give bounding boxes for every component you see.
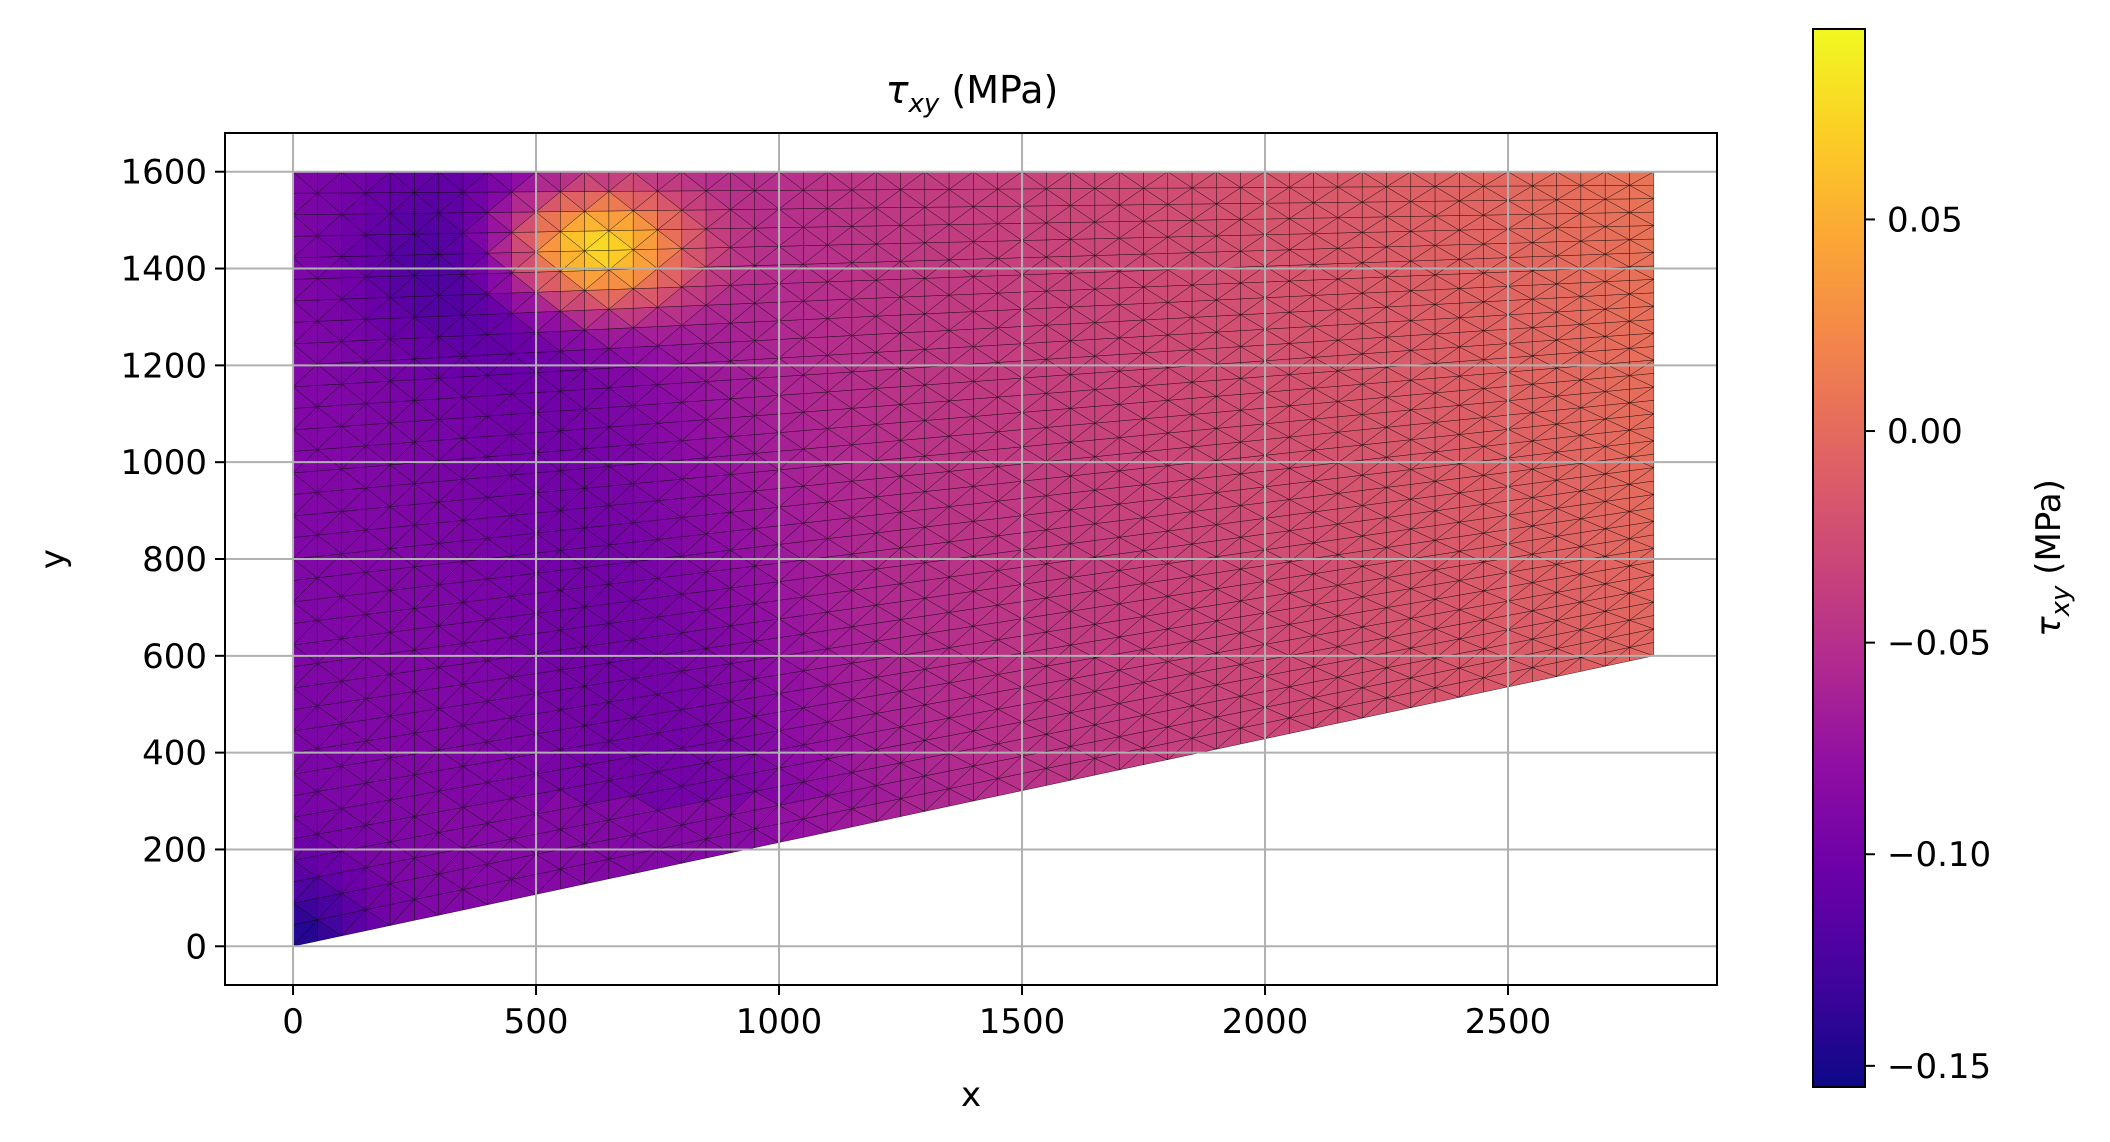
y-tick-label: 400	[142, 734, 207, 774]
y-tick-label: 600	[142, 637, 207, 677]
x-tick-label: 500	[504, 1002, 569, 1042]
triangular-mesh	[292, 171, 1655, 947]
colorbar-tick-label: 0.00	[1887, 412, 1963, 452]
y-tick-label: 1600	[120, 153, 207, 193]
title-symbol: τ	[886, 68, 910, 112]
y-tick-label: 1400	[120, 250, 207, 290]
x-tick-label: 2500	[1465, 1002, 1552, 1042]
x-tick-label: 1500	[979, 1002, 1066, 1042]
grid-lines	[225, 133, 1717, 985]
chart-title: τxy (MPa)	[886, 68, 1059, 119]
y-axis-label: y	[33, 549, 73, 569]
y-tick-label: 1000	[120, 443, 207, 483]
x-axis-ticks: 0 500 1000 1500 2000 2500	[282, 985, 1551, 1042]
colorbar-label-symbol: τ	[2029, 616, 2069, 637]
x-tick-label: 0	[282, 1002, 304, 1042]
title-suffix: (MPa)	[939, 68, 1058, 112]
colorbar-label-suffix: (MPa)	[2029, 479, 2069, 585]
y-tick-label: 200	[142, 830, 207, 870]
title-subscript: xy	[908, 89, 940, 119]
colorbar-label-subscript: xy	[2046, 585, 2076, 617]
plot-area: 0 500 1000 1500 2000 2500 0 200 400 600 800 1000 12…	[120, 132, 1718, 1042]
x-tick-label: 2000	[1222, 1002, 1309, 1042]
y-tick-label: 0	[185, 927, 207, 967]
y-tick-label: 1200	[120, 346, 207, 386]
colorbar-gradient	[1813, 29, 1865, 1087]
colorbar-tick-label: −0.05	[1887, 624, 1991, 664]
y-tick-label: 800	[142, 540, 207, 580]
colorbar-frame	[1812, 28, 1866, 1088]
colorbar-label: τxy (MPa)	[2029, 479, 2076, 637]
colorbar: −0.15 −0.10 −0.05 0.00 0.05 τxy (MPa)	[1812, 28, 2076, 1088]
y-axis-ticks: 0 200 400 600 800 1000 1200 1400 1600	[120, 153, 225, 967]
colorbar-tick-label: −0.15	[1887, 1047, 1991, 1087]
x-axis-label: x	[961, 1075, 981, 1115]
colorbar-tick-label: 0.05	[1887, 200, 1963, 240]
colorbar-tick-label: −0.10	[1887, 835, 1991, 875]
colorbar-ticks: −0.15 −0.10 −0.05 0.00 0.05	[1865, 200, 1991, 1087]
x-tick-label: 1000	[736, 1002, 823, 1042]
